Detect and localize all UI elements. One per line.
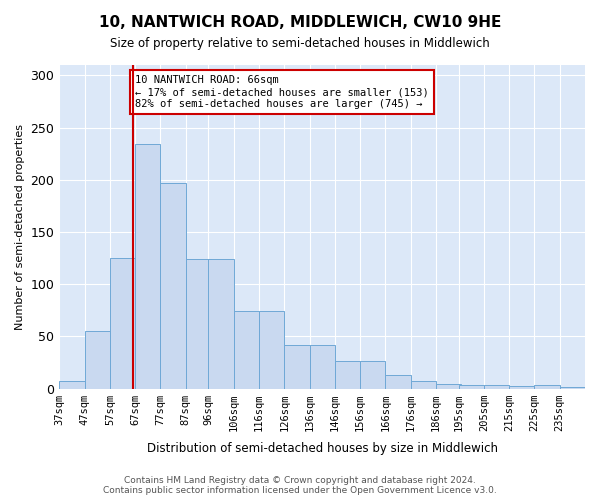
Bar	[85, 331, 110, 388]
Bar	[335, 362, 360, 388]
Bar	[160, 183, 185, 388]
Bar	[233, 312, 259, 388]
X-axis label: Distribution of semi-detached houses by size in Middlewich: Distribution of semi-detached houses by …	[146, 442, 497, 455]
Bar	[535, 386, 560, 388]
Bar	[458, 386, 484, 388]
Bar	[135, 144, 160, 388]
Bar	[259, 312, 284, 388]
Y-axis label: Number of semi-detached properties: Number of semi-detached properties	[15, 124, 25, 330]
Bar	[410, 381, 436, 388]
Bar	[484, 386, 509, 388]
Bar	[310, 344, 335, 389]
Bar	[509, 386, 535, 388]
Text: 10 NANTWICH ROAD: 66sqm
← 17% of semi-detached houses are smaller (153)
82% of s: 10 NANTWICH ROAD: 66sqm ← 17% of semi-de…	[135, 76, 429, 108]
Text: Contains HM Land Registry data © Crown copyright and database right 2024.
Contai: Contains HM Land Registry data © Crown c…	[103, 476, 497, 495]
Bar	[385, 375, 410, 388]
Bar	[110, 258, 135, 388]
Bar	[185, 259, 211, 388]
Bar	[59, 381, 85, 388]
Text: Size of property relative to semi-detached houses in Middlewich: Size of property relative to semi-detach…	[110, 38, 490, 51]
Bar	[436, 384, 461, 388]
Bar	[360, 362, 385, 388]
Bar	[284, 344, 310, 389]
Bar	[208, 259, 233, 388]
Text: 10, NANTWICH ROAD, MIDDLEWICH, CW10 9HE: 10, NANTWICH ROAD, MIDDLEWICH, CW10 9HE	[99, 15, 501, 30]
